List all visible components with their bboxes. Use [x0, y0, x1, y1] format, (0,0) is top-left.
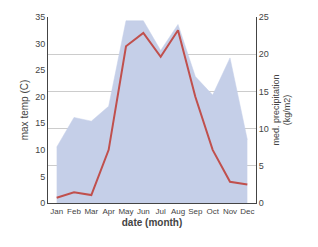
svg-text:25: 25: [259, 12, 269, 22]
svg-text:Jan: Jan: [50, 207, 63, 216]
svg-text:max temp (C): max temp (C): [19, 80, 30, 141]
svg-text:date (month): date (month): [122, 217, 183, 228]
svg-text:Apr: Apr: [102, 207, 115, 216]
svg-text:35: 35: [35, 12, 45, 22]
svg-text:10: 10: [35, 145, 45, 155]
svg-text:5: 5: [40, 172, 45, 182]
svg-text:Sep: Sep: [188, 207, 203, 216]
svg-text:Nov: Nov: [223, 207, 237, 216]
svg-text:5: 5: [259, 161, 264, 171]
svg-text:Aug: Aug: [171, 207, 185, 216]
svg-text:May: May: [118, 207, 133, 216]
svg-text:30: 30: [35, 39, 45, 49]
svg-text:10: 10: [259, 124, 269, 134]
svg-text:med. precipitation(kg/m2): med. precipitation(kg/m2): [271, 74, 293, 145]
svg-text:Dec: Dec: [240, 207, 254, 216]
svg-text:0: 0: [259, 198, 264, 208]
svg-text:Oct: Oct: [206, 207, 219, 216]
svg-text:0: 0: [40, 198, 45, 208]
svg-text:Mar: Mar: [84, 207, 98, 216]
svg-text:20: 20: [35, 92, 45, 102]
svg-text:15: 15: [259, 87, 269, 97]
svg-text:Feb: Feb: [67, 207, 81, 216]
svg-text:Jul: Jul: [156, 207, 166, 216]
svg-text:25: 25: [35, 65, 45, 75]
svg-text:15: 15: [35, 118, 45, 128]
svg-text:Jun: Jun: [137, 207, 150, 216]
svg-text:20: 20: [259, 49, 269, 59]
